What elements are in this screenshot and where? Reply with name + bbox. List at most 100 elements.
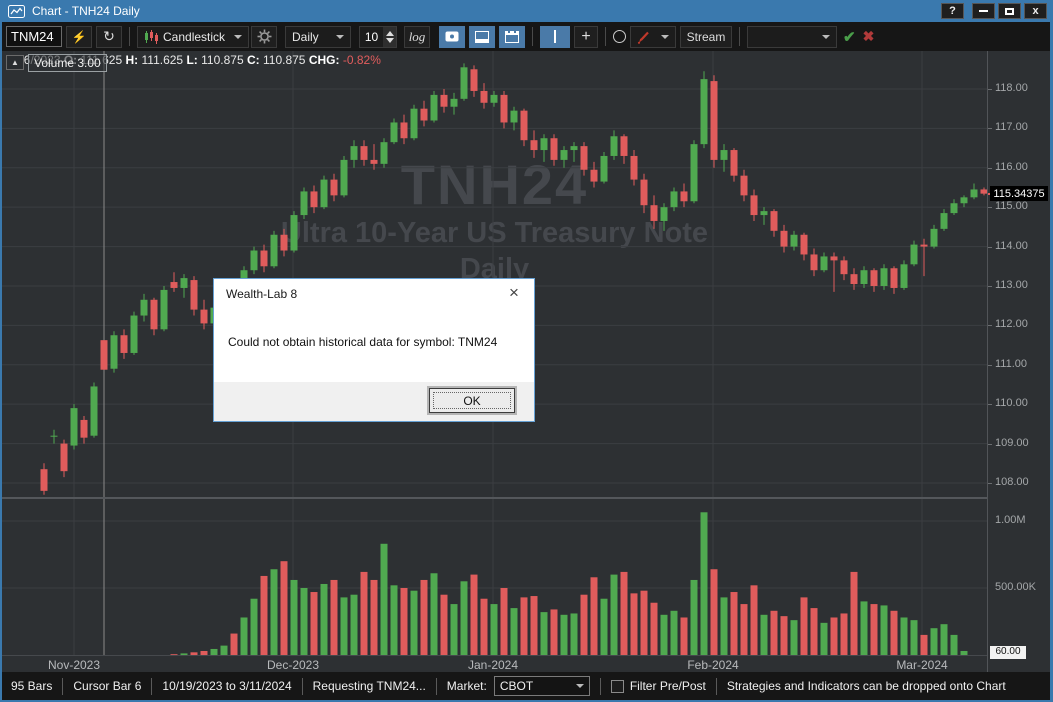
x-axis-month-label: Feb-2024: [687, 658, 739, 672]
toolbar-separator: [532, 27, 533, 46]
status-date-range: 10/19/2023 to 3/11/2024: [162, 679, 292, 693]
axis-tick: [988, 404, 992, 406]
price-tick-label: 116.00: [995, 160, 1028, 173]
pane-separator[interactable]: [2, 497, 987, 499]
spin-up-icon[interactable]: [385, 30, 394, 36]
message-dialog: Wealth-Lab 8 × Could not obtain historic…: [213, 278, 535, 422]
x-axis-month-label: Jan-2024: [467, 658, 519, 672]
lightning-icon: ⚡: [71, 29, 87, 44]
reload-button[interactable]: ↻: [96, 25, 122, 48]
spin-down-icon[interactable]: [385, 37, 394, 43]
market-select[interactable]: CBOT: [493, 676, 590, 696]
chart-window-icon: [8, 4, 25, 18]
chevron-down-icon: [234, 34, 242, 39]
ok-button[interactable]: OK: [427, 386, 517, 415]
stream-button[interactable]: Stream: [680, 25, 732, 48]
indicator-combo[interactable]: [747, 25, 837, 48]
market-label: Market:: [446, 679, 487, 693]
log-scale-button[interactable]: log: [404, 25, 430, 48]
axis-tick: [988, 325, 992, 327]
symbol-input[interactable]: [6, 26, 62, 47]
chart-style-value: Candlestick: [163, 29, 226, 44]
remove-x-icon[interactable]: ✖: [862, 28, 875, 44]
close-icon: x: [1032, 5, 1039, 17]
filter-prepost-label: Filter Pre/Post: [629, 679, 706, 693]
dialog-message: Could not obtain historical data for sym…: [228, 335, 498, 349]
dialog-close-button[interactable]: ×: [504, 283, 524, 303]
toolbar: ⚡ ↻ Candlestick Daily: [2, 22, 1050, 51]
axis-tick: [988, 443, 992, 445]
x-axis-month-label: Mar-2024: [896, 658, 948, 672]
price-tick-label: 115.00: [995, 200, 1028, 213]
price-tick-label: 111.00: [995, 357, 1028, 370]
price-pane[interactable]: TNH24 Ultra 10-Year US Treasury Note Dai…: [2, 51, 987, 498]
chart-image-button[interactable]: [439, 25, 465, 48]
ohlc-l-label: L:: [186, 53, 198, 67]
help-button[interactable]: ?: [941, 3, 964, 19]
status-bar-count: 95 Bars: [11, 679, 53, 693]
spinner-arrows[interactable]: [383, 26, 396, 47]
candlestick-chart[interactable]: [2, 51, 987, 498]
minimize-button[interactable]: [972, 3, 995, 19]
market-value: CBOT: [499, 679, 534, 693]
image-icon: [445, 31, 459, 42]
axis-tick: [988, 88, 992, 90]
price-tick-label: 112.00: [995, 318, 1028, 331]
ohlc-c-value: 110.875: [262, 53, 306, 67]
reload-icon: ↻: [103, 28, 115, 44]
volume-chart[interactable]: [2, 499, 987, 655]
toolbar-separator: [739, 27, 740, 46]
bottom-panel-toggle-button[interactable]: [469, 25, 495, 48]
add-pane-button[interactable]: +: [574, 25, 598, 48]
axis-tick: [988, 207, 992, 209]
minimize-icon: [979, 10, 988, 12]
circle-tool-icon[interactable]: [613, 30, 626, 43]
toolbar-separator: [129, 27, 130, 46]
close-button[interactable]: x: [1024, 3, 1047, 19]
triangle-up-icon: ▲: [11, 58, 19, 67]
status-hint: Strategies and Indicators can be dropped…: [726, 679, 1006, 693]
chart-style-select[interactable]: Candlestick: [137, 25, 249, 48]
status-separator: [62, 677, 64, 695]
price-axis[interactable]: 118.00 117.00 116.00 115.00 114.00 113.00 112.…: [987, 51, 1049, 672]
filter-prepost-checkbox[interactable]: [610, 679, 624, 693]
dialog-footer: OK: [214, 382, 534, 421]
pen-icon: [637, 31, 649, 44]
axis-tick: [988, 482, 992, 484]
x-axis-month-label: Nov-2023: [47, 658, 101, 672]
stream-label: Stream: [686, 29, 726, 44]
price-tick-label: 109.00: [995, 436, 1029, 449]
axis-tick: [988, 128, 992, 130]
chart-style-settings-button[interactable]: [251, 25, 277, 48]
x-axis-month-label: Dec-2023: [266, 658, 320, 672]
ok-label: OK: [463, 393, 481, 408]
maximize-button[interactable]: [998, 3, 1021, 19]
ohlc-h-value: 111.625: [141, 53, 184, 67]
update-data-button[interactable]: ⚡: [66, 25, 92, 48]
toolbar-separator: [605, 27, 606, 46]
status-separator: [151, 677, 153, 695]
scale-value: Daily: [292, 29, 319, 44]
volume-pane-header[interactable]: Volume 3.00: [28, 54, 107, 72]
candlestick-icon: [145, 29, 158, 44]
status-separator: [301, 677, 303, 695]
maximize-icon: [1005, 7, 1014, 15]
titlebar[interactable]: Chart - TNH24 Daily ? x: [2, 0, 1050, 22]
ohlc-h-label: H:: [125, 53, 139, 67]
price-tick-label: 113.00: [995, 278, 1028, 291]
bar-spacing-spinner[interactable]: 10: [359, 25, 397, 48]
collapse-pane-button[interactable]: ▲: [6, 55, 24, 70]
price-tick-label: 108.00: [995, 475, 1029, 488]
last-volume-label: 60.00: [990, 646, 1026, 659]
axis-tick: [988, 364, 992, 366]
help-label: ?: [949, 5, 956, 17]
cursor-style-button[interactable]: [540, 25, 570, 48]
scale-select[interactable]: Daily: [285, 25, 351, 48]
chevron-down-icon: [822, 34, 830, 39]
ohlc-chg-value: -0.82%: [342, 53, 381, 67]
apply-check-icon[interactable]: ✔: [843, 28, 856, 46]
volume-pane[interactable]: [2, 499, 987, 655]
drawing-tool-select[interactable]: [630, 25, 676, 48]
date-pane-toggle-button[interactable]: [499, 25, 525, 48]
